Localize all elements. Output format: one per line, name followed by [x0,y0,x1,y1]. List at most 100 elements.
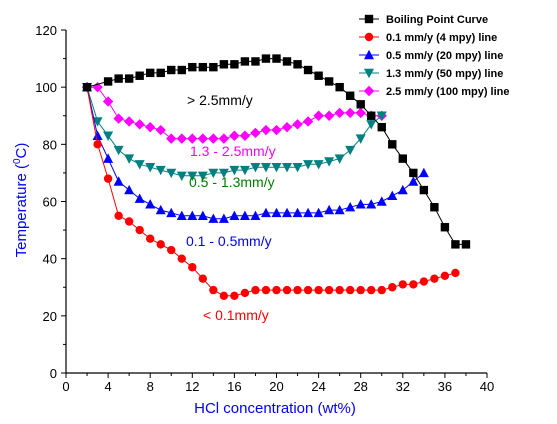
data-point [167,65,176,75]
data-point [229,130,240,141]
x-tick-label: 28 [353,379,367,394]
data-point [250,163,261,173]
data-point [377,122,386,132]
legend: Boiling Point Curve 0.1 mm/y (4 mpy) line… [359,14,510,98]
data-point [166,207,177,218]
data-point [239,130,251,141]
data-point [356,100,365,109]
data-point [219,291,229,301]
data-point [355,134,366,144]
data-point [124,74,134,83]
data-point [282,57,292,66]
x-tick-label: 36 [438,379,452,394]
legend-entry: Boiling Point Curve [359,14,488,26]
data-point [282,285,292,295]
data-point [313,160,324,170]
data-point [451,268,460,278]
data-point [218,133,230,144]
data-point [218,168,229,179]
data-point [323,110,335,121]
data-point [292,119,303,130]
data-point [103,174,113,183]
data-point [198,62,208,72]
data-point [293,60,302,69]
data-point [219,60,229,69]
data-point [145,121,156,133]
data-point [197,133,209,144]
annotation-0-1-to-0-5: 0.1 - 0.5mm/y [186,233,272,249]
y-axis-title-superscript: 0 [12,158,23,164]
data-point [440,223,450,232]
data-point [156,68,165,78]
data-point [93,140,102,149]
data-point [260,124,272,136]
data-point [344,107,356,119]
data-point [409,280,418,289]
data-point [177,254,186,263]
data-point [218,213,229,223]
data-point [303,285,313,295]
data-point [92,130,103,140]
data-point [281,121,293,133]
data-point [240,57,250,66]
data-point [156,240,165,249]
data-point [355,199,366,209]
data-point [387,190,398,200]
series-0 [82,54,471,249]
data-point [239,210,250,220]
x-axis-title: HCl concentration (wt%) [194,400,356,417]
x-tick-label: 0 [62,379,69,394]
x-tick-label: 40 [480,379,494,394]
data-point [155,165,166,176]
data-point [303,65,313,75]
data-point [103,77,113,86]
legend-label: 0.1 mm/y (4 mpy) line [386,32,497,44]
data-point [303,160,314,170]
data-point [345,285,355,295]
y-tick-label: 120 [35,23,57,38]
data-point [229,165,240,176]
legend-entry: 0.5 mm/y (20 mpy) line [359,49,503,62]
data-point [166,133,177,144]
data-point [135,71,144,80]
data-point [124,217,134,226]
x-tick-label: 12 [185,379,199,394]
legend-label: 1.3 mm/y (50 mpy) line [386,68,503,80]
data-point [176,133,187,144]
y-tick-label: 40 [43,252,57,267]
annotations: > 2.5mm/y 1.3 - 2.5mm/y 0.5 - 1.3mm/y 0.… [186,92,276,323]
data-point [155,124,166,136]
legend-marker [363,85,375,97]
y-tick-label: 80 [43,137,57,152]
data-point [103,153,114,163]
data-point [134,160,145,170]
data-point [345,202,356,212]
data-point [155,204,166,215]
data-point [123,116,135,127]
data-point [324,204,335,215]
legend-marker [364,14,374,24]
x-tick-label: 32 [396,379,410,394]
legend-label: 2.5 mm/y (100 mpy) line [386,86,510,98]
y-axis-title-suffix: C) [13,143,30,159]
legend-marker [364,49,374,60]
data-point [271,163,282,173]
data-point [187,133,198,144]
data-point [166,168,177,179]
data-point [335,285,344,295]
data-point [292,163,303,173]
data-point [366,199,377,209]
data-point [261,285,271,295]
data-point [376,111,387,121]
data-point [251,285,260,295]
data-point [113,145,124,156]
data-point [208,168,219,179]
data-point [230,60,239,69]
data-point [408,176,419,186]
data-point [367,111,376,120]
data-point [124,184,135,195]
data-point [419,185,429,195]
data-point [292,207,303,218]
data-point [388,283,397,292]
data-point [334,154,345,164]
